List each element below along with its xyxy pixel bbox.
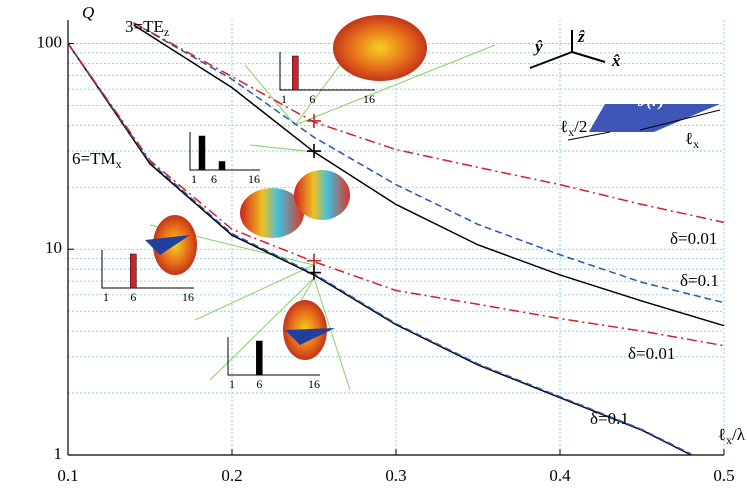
label-main: ℓ — [685, 129, 693, 148]
current-label: J(r) — [637, 91, 664, 110]
decoration — [145, 15, 721, 391]
inset-tick-label: 16 — [308, 377, 320, 391]
marker — [307, 265, 321, 280]
label-main: 6=TM — [72, 149, 116, 168]
inset-axes — [227, 337, 320, 376]
label: δ=0.01 — [628, 344, 675, 363]
series-line — [133, 24, 725, 327]
axis-symbol: ŷ — [533, 37, 543, 56]
label: 6=TMx — [72, 149, 122, 171]
inset-bar — [292, 55, 299, 91]
label: δ=0.1 — [680, 271, 719, 290]
inset-tick-label: 6 — [256, 377, 262, 391]
inset-tick-label: 16 — [248, 172, 260, 186]
label-main: δ=0.01 — [670, 229, 717, 248]
x-tick-label: 0.3 — [385, 466, 406, 485]
label: δ=0.01 — [670, 229, 717, 248]
label-main: 3=TE — [125, 17, 164, 36]
label-sub: x — [568, 125, 574, 139]
y-axis-label: Q — [82, 3, 94, 22]
inset-bar — [198, 135, 206, 171]
marker — [307, 113, 321, 128]
x-tick-label: 0.5 — [713, 466, 734, 485]
inset-tick-label: 1 — [103, 290, 109, 304]
label-sub: z — [164, 25, 169, 39]
label: ℓx/2 — [560, 117, 587, 139]
marker — [307, 144, 321, 159]
label: ℓx — [685, 129, 699, 151]
label-main: δ=0.01 — [628, 344, 675, 363]
label: δ=0.1 — [590, 409, 629, 428]
inset-tick-label: 6 — [211, 172, 217, 186]
series-line — [67, 43, 692, 456]
label: 3=TEz — [125, 17, 169, 39]
label-sub: x — [693, 137, 699, 151]
label-tail: /λ — [732, 425, 746, 444]
inset-bar — [130, 253, 137, 289]
label-tail: /2 — [574, 117, 587, 136]
inset-tick-label: 1 — [229, 377, 235, 391]
label: ℓx/λ — [718, 425, 746, 447]
inset-tick-label: 16 — [363, 92, 375, 106]
inset-axes — [101, 250, 194, 289]
inset-tick-label: 6 — [309, 92, 315, 106]
inset-tick-label: 16 — [182, 290, 194, 304]
inset-tick-label: 1 — [191, 172, 197, 186]
y-tick-label: 1 — [54, 444, 63, 463]
label-main: ℓ — [718, 425, 726, 444]
inset-tick-label: 6 — [130, 290, 136, 304]
y-tick-label: 10 — [45, 238, 62, 257]
label-main: ℓ — [560, 117, 568, 136]
marker — [307, 253, 321, 268]
axis-symbol: x̂ — [611, 51, 621, 70]
inset-bar — [256, 340, 263, 376]
series-line — [67, 43, 725, 347]
inset-tick-label: 1 — [281, 92, 287, 106]
series-line — [133, 22, 725, 224]
x-tick-label: 0.2 — [221, 466, 242, 485]
y-tick-label: 100 — [37, 32, 63, 51]
inset-bar — [218, 161, 226, 171]
series-line — [133, 22, 725, 304]
label-sub: x — [116, 157, 122, 171]
label-main: δ=0.1 — [590, 409, 629, 428]
axis-symbol: ẑ — [577, 27, 585, 46]
label-main: δ=0.1 — [680, 271, 719, 290]
series-line — [67, 43, 692, 455]
label-sub: x — [726, 433, 732, 447]
inset-axes — [189, 132, 260, 171]
x-tick-label: 0.4 — [549, 466, 571, 485]
x-tick-label: 0.1 — [57, 466, 78, 485]
inset-axes — [279, 52, 375, 91]
